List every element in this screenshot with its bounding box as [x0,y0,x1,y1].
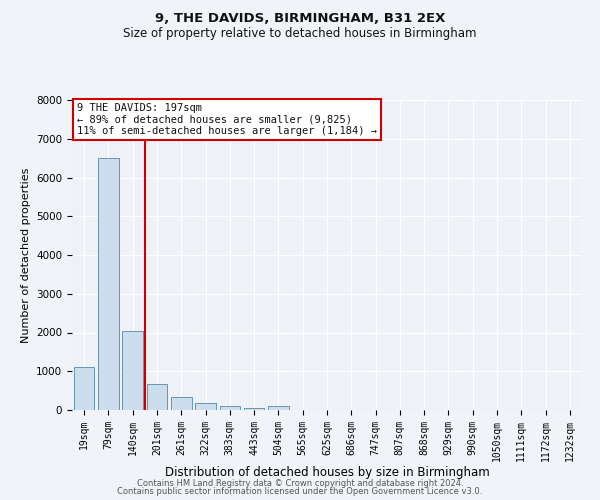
Bar [244,408,265,410]
Text: Contains public sector information licensed under the Open Government Licence v3: Contains public sector information licen… [118,487,482,496]
Text: 9 THE DAVIDS: 197sqm
← 89% of detached houses are smaller (9,825)
11% of semi-de: 9 THE DAVIDS: 197sqm ← 89% of detached h… [77,103,377,136]
Bar [268,406,289,410]
Text: Contains HM Land Registry data © Crown copyright and database right 2024.: Contains HM Land Registry data © Crown c… [137,478,463,488]
Bar [98,158,119,410]
Bar [146,384,167,410]
Bar [74,368,94,410]
Bar [122,330,143,410]
X-axis label: Distribution of detached houses by size in Birmingham: Distribution of detached houses by size … [164,466,490,479]
Text: 9, THE DAVIDS, BIRMINGHAM, B31 2EX: 9, THE DAVIDS, BIRMINGHAM, B31 2EX [155,12,445,26]
Bar [220,406,240,410]
Bar [195,403,216,410]
Y-axis label: Number of detached properties: Number of detached properties [20,168,31,342]
Bar [171,397,191,410]
Text: Size of property relative to detached houses in Birmingham: Size of property relative to detached ho… [123,28,477,40]
